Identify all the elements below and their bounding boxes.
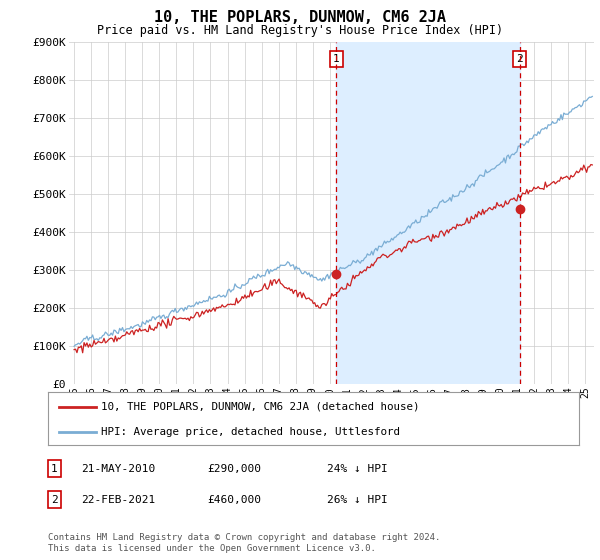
Text: £290,000: £290,000 <box>207 464 261 474</box>
Text: Contains HM Land Registry data © Crown copyright and database right 2024.
This d: Contains HM Land Registry data © Crown c… <box>48 533 440 553</box>
Text: 22-FEB-2021: 22-FEB-2021 <box>81 494 155 505</box>
Text: 2: 2 <box>516 54 523 64</box>
Bar <box>336 42 520 384</box>
Text: £460,000: £460,000 <box>207 494 261 505</box>
Text: 26% ↓ HPI: 26% ↓ HPI <box>327 494 388 505</box>
Text: 1: 1 <box>333 54 340 64</box>
Text: 10, THE POPLARS, DUNMOW, CM6 2JA: 10, THE POPLARS, DUNMOW, CM6 2JA <box>154 10 446 25</box>
Text: 24% ↓ HPI: 24% ↓ HPI <box>327 464 388 474</box>
Text: 21-MAY-2010: 21-MAY-2010 <box>81 464 155 474</box>
Text: 1: 1 <box>51 464 58 474</box>
Text: 10, THE POPLARS, DUNMOW, CM6 2JA (detached house): 10, THE POPLARS, DUNMOW, CM6 2JA (detach… <box>101 402 419 412</box>
Text: 2: 2 <box>51 494 58 505</box>
Text: Price paid vs. HM Land Registry's House Price Index (HPI): Price paid vs. HM Land Registry's House … <box>97 24 503 36</box>
Text: HPI: Average price, detached house, Uttlesford: HPI: Average price, detached house, Uttl… <box>101 427 400 437</box>
